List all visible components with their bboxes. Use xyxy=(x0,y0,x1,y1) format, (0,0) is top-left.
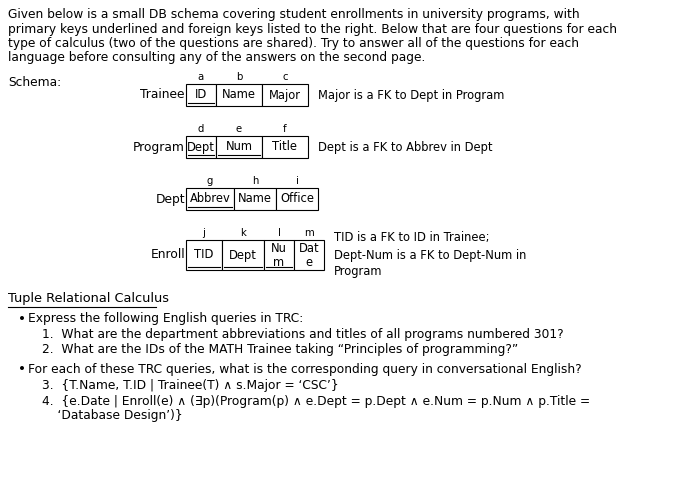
Text: a: a xyxy=(198,72,204,82)
Text: g: g xyxy=(207,176,213,186)
Text: Name: Name xyxy=(238,193,272,206)
Text: language before consulting any of the answers on the second page.: language before consulting any of the an… xyxy=(8,51,425,64)
Bar xyxy=(186,84,216,106)
Text: Num: Num xyxy=(225,140,253,153)
Text: Trainee: Trainee xyxy=(140,89,185,102)
Bar xyxy=(262,84,308,106)
Text: TID: TID xyxy=(195,248,214,261)
Text: Abbrev: Abbrev xyxy=(190,193,230,206)
Text: Express the following English queries in TRC:: Express the following English queries in… xyxy=(28,312,303,325)
Text: Title: Title xyxy=(273,140,297,153)
Text: Dept: Dept xyxy=(155,193,185,206)
Text: Tuple Relational Calculus: Tuple Relational Calculus xyxy=(8,292,169,305)
Text: c: c xyxy=(282,72,288,82)
Text: Office: Office xyxy=(280,193,314,206)
Text: Dat
e: Dat e xyxy=(299,242,319,269)
Bar xyxy=(222,240,264,270)
Text: k: k xyxy=(240,228,246,238)
Text: 1.  What are the department abbreviations and titles of all programs numbered 30: 1. What are the department abbreviations… xyxy=(42,328,564,341)
Text: Dept is a FK to Abbrev in Dept: Dept is a FK to Abbrev in Dept xyxy=(318,140,493,153)
Text: Schema:: Schema: xyxy=(8,76,61,89)
Bar xyxy=(262,136,308,158)
Text: Given below is a small DB schema covering student enrollments in university prog: Given below is a small DB schema coverin… xyxy=(8,8,580,21)
Text: Major is a FK to Dept in Program: Major is a FK to Dept in Program xyxy=(318,89,504,102)
Text: m: m xyxy=(304,228,314,238)
Bar xyxy=(294,240,324,270)
Text: Major: Major xyxy=(269,89,301,102)
Text: Name: Name xyxy=(222,89,256,102)
Text: 2.  What are the IDs of the MATH Trainee taking “Principles of programming?”: 2. What are the IDs of the MATH Trainee … xyxy=(42,343,519,356)
Text: •: • xyxy=(18,363,26,377)
Bar xyxy=(186,240,222,270)
Bar xyxy=(186,136,216,158)
Bar xyxy=(216,84,262,106)
Text: j: j xyxy=(203,228,206,238)
Text: ID: ID xyxy=(195,89,207,102)
Text: Dept: Dept xyxy=(187,140,215,153)
Text: Nu
m: Nu m xyxy=(271,242,287,269)
Text: type of calculus (two of the questions are shared). Try to answer all of the que: type of calculus (two of the questions a… xyxy=(8,37,579,50)
Text: Enroll: Enroll xyxy=(151,248,185,261)
Text: TID is a FK to ID in Trainee;
Dept-Num is a FK to Dept-Num in
Program: TID is a FK to ID in Trainee; Dept-Num i… xyxy=(334,231,526,278)
Bar xyxy=(186,188,234,210)
Text: •: • xyxy=(18,312,26,326)
Text: h: h xyxy=(252,176,258,186)
Bar xyxy=(216,136,262,158)
Bar xyxy=(234,188,276,210)
Text: For each of these TRC queries, what is the corresponding query in conversational: For each of these TRC queries, what is t… xyxy=(28,363,582,376)
Text: Dept: Dept xyxy=(229,248,257,261)
Text: ‘Database Design’)}: ‘Database Design’)} xyxy=(42,408,183,422)
Text: b: b xyxy=(236,72,242,82)
Text: Program: Program xyxy=(133,140,185,153)
Bar xyxy=(264,240,294,270)
Bar xyxy=(276,188,318,210)
Text: 4.  {e.Date | Enroll(e) ∧ (∃p)(Program(p) ∧ e.Dept = p.Dept ∧ e.Num = p.Num ∧ p.: 4. {e.Date | Enroll(e) ∧ (∃p)(Program(p)… xyxy=(42,394,590,408)
Text: e: e xyxy=(236,124,242,134)
Text: 3.  {T.Name, T.ID | Trainee(T) ∧ s.Major = ‘CSC’}: 3. {T.Name, T.ID | Trainee(T) ∧ s.Major … xyxy=(42,378,338,392)
Text: d: d xyxy=(198,124,204,134)
Text: i: i xyxy=(295,176,299,186)
Text: f: f xyxy=(283,124,287,134)
Text: l: l xyxy=(277,228,280,238)
Text: primary keys underlined and foreign keys listed to the right. Below that are fou: primary keys underlined and foreign keys… xyxy=(8,22,617,35)
